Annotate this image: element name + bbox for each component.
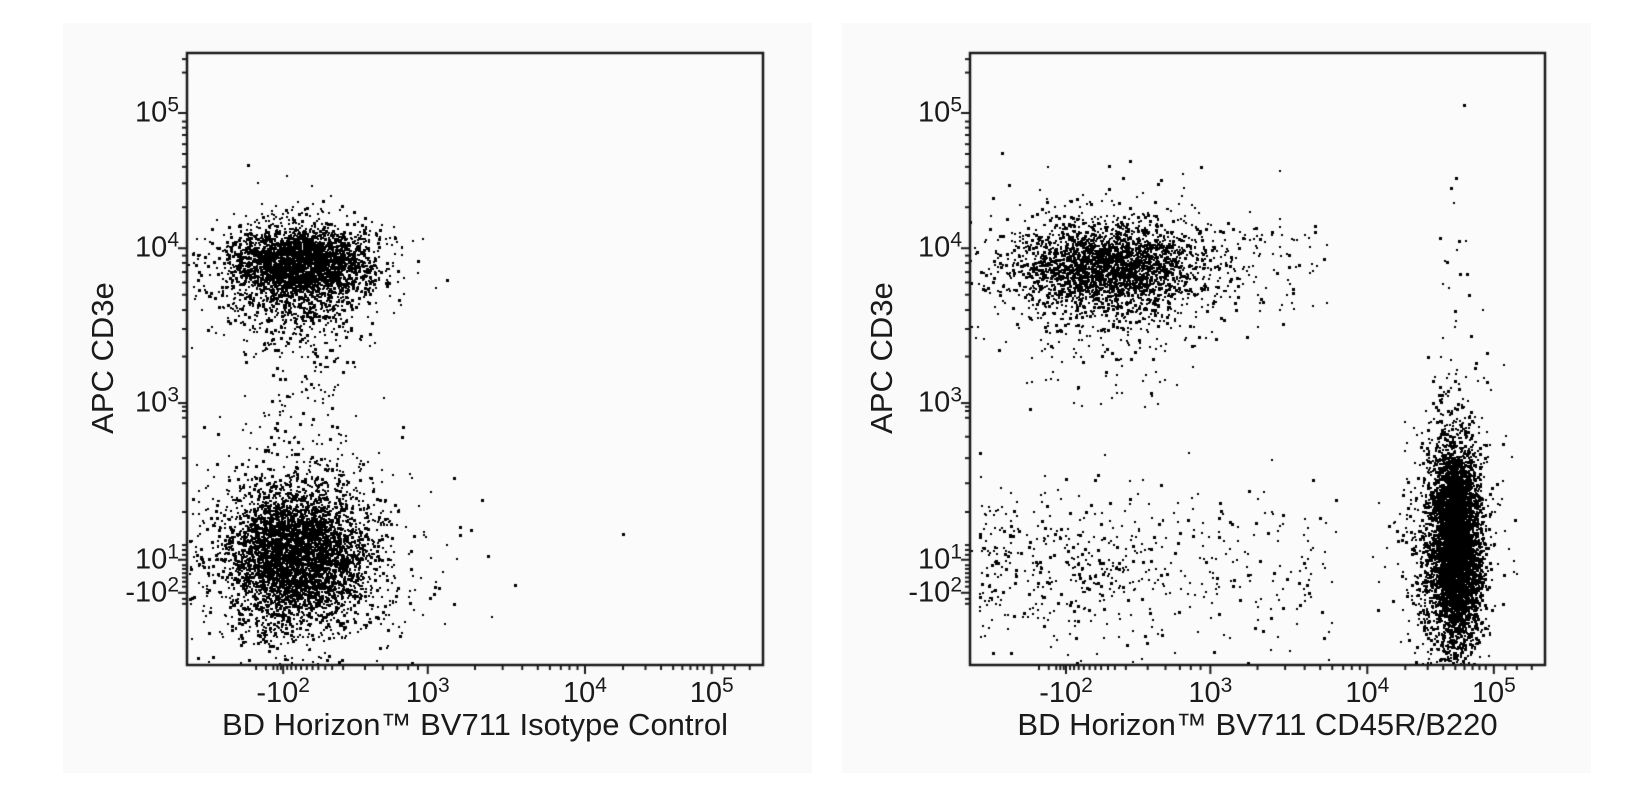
y-axis-title: APC CD3e: [85, 282, 120, 434]
isotype-control-plot-panel: -102 103 104 105 -102 101 103 104 105 APC CD3e B…: [63, 23, 812, 773]
y-axis-title: APC CD3e: [864, 282, 899, 434]
cd45r-b220-scatter-canvas: [842, 23, 1591, 773]
isotype-scatter-canvas: [63, 23, 812, 773]
x-axis-title: BD Horizon™ BV711 Isotype Control: [222, 707, 728, 742]
x-axis-title: BD Horizon™ BV711 CD45R/B220: [1017, 707, 1498, 742]
cd45r-b220-plot-panel: -102 103 104 105 -102 101 103 104 105 APC CD3e B…: [842, 23, 1591, 773]
